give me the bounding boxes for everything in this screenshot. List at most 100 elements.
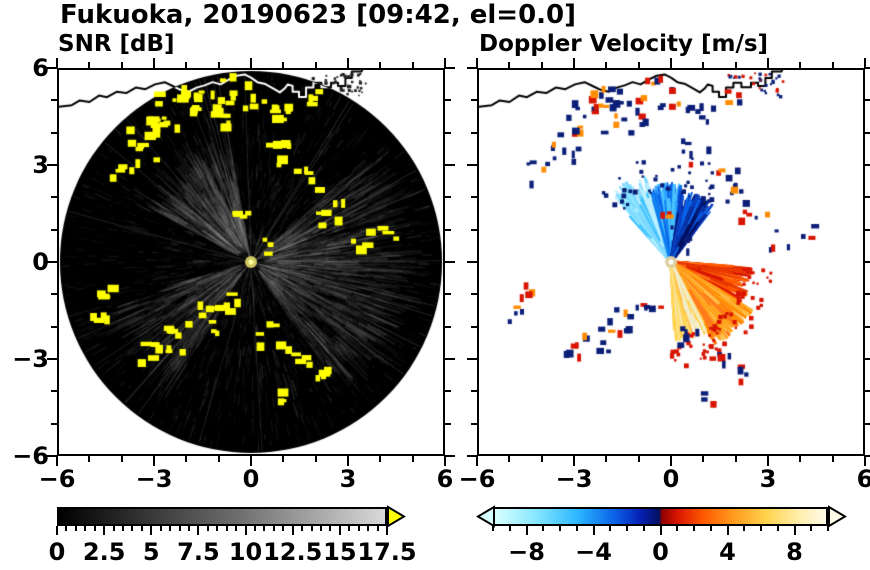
axis-tick <box>471 228 477 231</box>
axis-tick <box>51 325 57 328</box>
axis-tick <box>670 456 672 466</box>
colorbar-tick <box>159 526 162 531</box>
colorbar-tick <box>103 526 106 535</box>
axis-tick <box>637 62 640 68</box>
axis-tick <box>445 67 455 69</box>
axis-tick <box>467 67 477 69</box>
colorbar-over-arrow <box>387 505 406 528</box>
axis-tick <box>120 62 123 68</box>
colorbar-tick <box>559 526 561 531</box>
axis-tick <box>467 164 477 166</box>
velocity-colorbar: −8 −4 0 4 8 <box>476 505 870 569</box>
axis-tick <box>734 456 737 462</box>
axis-tick <box>445 455 455 457</box>
colorbar-tick <box>310 526 313 531</box>
colorbar-label: 15 <box>323 538 357 566</box>
axis-tick <box>217 456 220 462</box>
colorbar-tick <box>776 526 779 531</box>
axis-tick <box>767 58 769 68</box>
axis-tick <box>471 196 477 199</box>
colorbar-tick <box>492 526 494 531</box>
axis-tick <box>445 131 451 134</box>
axis-tick <box>799 456 802 462</box>
colorbar-tick <box>235 526 238 531</box>
axis-tick <box>799 62 802 68</box>
colorbar-tick <box>112 526 115 531</box>
colorbar-tick <box>508 526 511 531</box>
axis-tick <box>282 456 285 462</box>
axis-tick <box>467 455 477 457</box>
axis-tick <box>605 456 608 462</box>
axis-tick <box>47 455 57 457</box>
x-tick-label: −3 <box>135 465 173 493</box>
colorbar-tick <box>659 526 662 535</box>
colorbar-label: 12.5 <box>263 538 323 566</box>
x-tick-label: −6 <box>38 465 76 493</box>
colorbar-tick <box>301 526 304 531</box>
axis-tick <box>471 131 477 134</box>
axis-tick <box>314 456 317 462</box>
axis-tick <box>217 62 220 68</box>
x-tick-label: 0 <box>662 465 680 493</box>
axis-tick <box>47 164 57 166</box>
colorbar-tick <box>254 526 256 531</box>
snr-plot: −6 −6 −3 −3 0 0 3 3 6 6 <box>12 54 455 493</box>
colorbar-tick <box>263 526 266 531</box>
colorbar-tick <box>743 526 746 531</box>
colorbar-tick <box>244 526 247 535</box>
colorbar-label: −8 <box>508 538 545 566</box>
axis-tick <box>865 99 870 102</box>
axis-tick <box>56 456 58 466</box>
colorbar-tick <box>592 526 595 535</box>
axis-tick <box>864 58 866 68</box>
axis-tick <box>865 390 870 393</box>
axis-tick <box>865 455 870 457</box>
axis-tick <box>411 456 414 462</box>
axis-tick <box>56 58 58 68</box>
velocity-plot-frame <box>477 68 865 456</box>
axis-tick <box>865 422 870 425</box>
colorbar-label: 2.5 <box>82 538 126 566</box>
x-tick-label: 3 <box>339 465 357 493</box>
axis-tick <box>865 67 870 69</box>
axis-tick <box>508 62 511 68</box>
colorbar-tick <box>693 526 695 531</box>
velocity-panel-title: Doppler Velocity [m/s] <box>479 31 769 57</box>
axis-tick <box>185 62 188 68</box>
axis-tick <box>379 456 382 462</box>
colorbar-tick <box>386 526 388 535</box>
axis-tick <box>865 325 870 328</box>
colorbar-over-arrow <box>828 505 847 528</box>
axis-tick <box>51 228 57 231</box>
colorbar-tick <box>793 526 796 535</box>
axis-tick <box>445 261 455 263</box>
axis-tick <box>379 62 382 68</box>
colorbar-tick <box>74 526 77 531</box>
colorbar-tick <box>348 526 351 531</box>
colorbar-tick <box>542 526 545 531</box>
axis-tick <box>445 196 451 199</box>
axis-tick <box>445 293 451 296</box>
colorbar-tick <box>642 526 645 531</box>
colorbar-tick <box>709 526 712 531</box>
colorbar-tick <box>225 526 228 531</box>
axis-tick <box>573 456 575 466</box>
axis-tick <box>411 62 414 68</box>
colorbar-tick <box>122 526 124 531</box>
colorbar-tick <box>357 526 360 531</box>
colorbar-tick <box>178 526 181 531</box>
axis-tick <box>471 422 477 425</box>
colorbar-label: 10 <box>228 538 263 566</box>
colorbar-tick <box>320 526 322 531</box>
axis-tick <box>508 456 511 462</box>
colorbar-label: 0 <box>48 538 66 566</box>
axis-tick <box>702 62 705 68</box>
colorbar-tick <box>376 526 379 531</box>
colorbar-tick <box>329 526 332 531</box>
axis-tick <box>831 456 834 462</box>
axis-tick <box>865 228 870 231</box>
figure-title: Fukuoka, 20190623 [09:42, el=0.0] <box>60 0 577 30</box>
colorbar-tick <box>272 526 275 531</box>
axis-tick <box>445 422 451 425</box>
